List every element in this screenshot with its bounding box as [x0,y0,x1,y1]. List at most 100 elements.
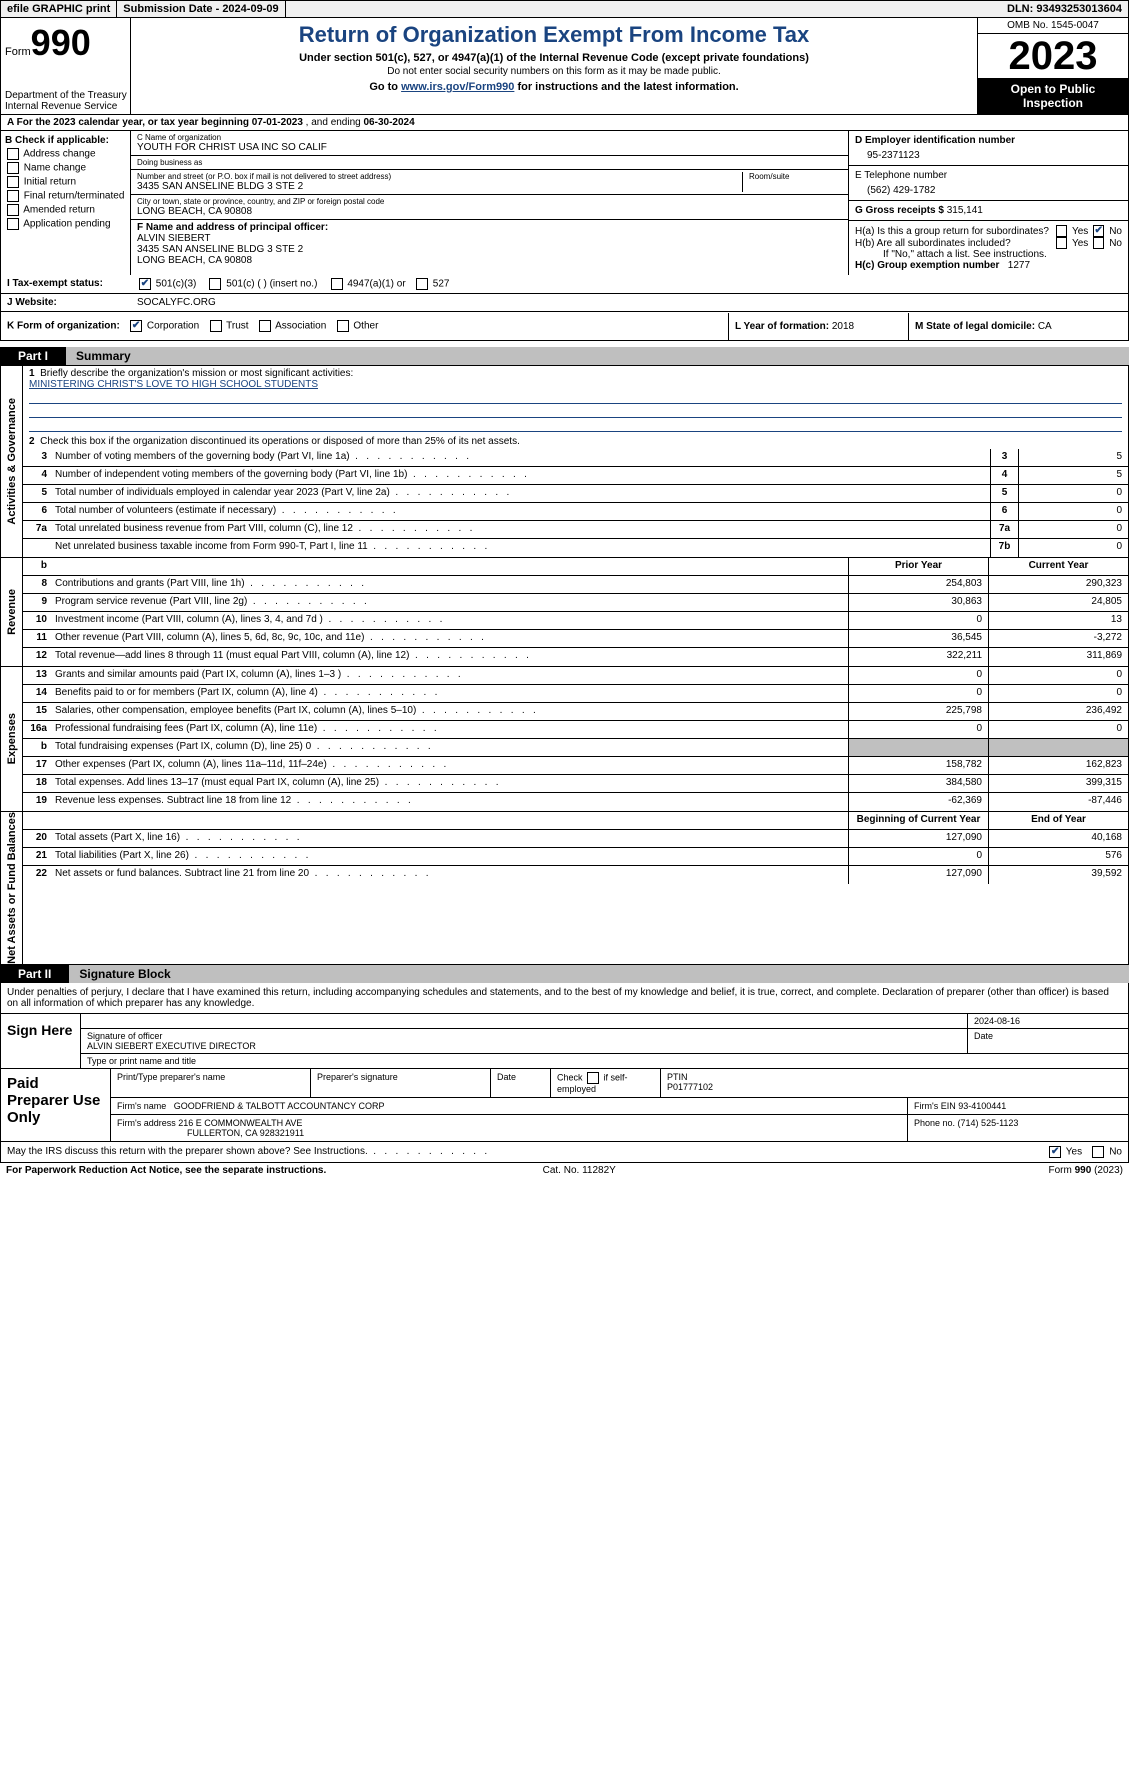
ha-no-lbl: No [1109,226,1122,237]
hb-yes[interactable] [1056,237,1067,249]
chk-name[interactable] [7,162,19,174]
discuss-yes[interactable] [1049,1146,1061,1158]
officer-lbl: F Name and address of principal officer: [137,222,842,233]
chk-assoc[interactable] [259,320,271,332]
form-note: Do not enter social security numbers on … [135,66,973,77]
lbl-initial: Initial return [24,177,76,188]
ag-row: 3Number of voting members of the governi… [23,449,1128,467]
rev-row: 8Contributions and grants (Part VIII, li… [23,576,1128,594]
chk-501c3[interactable] [139,278,151,290]
lbl-assoc: Association [275,321,326,332]
discuss-text: May the IRS discuss this return with the… [7,1146,487,1157]
exp-row: 15Salaries, other compensation, employee… [23,703,1128,721]
rev-hdr-b: b [23,558,51,575]
chk-pending[interactable] [7,218,19,230]
chk-527[interactable] [416,278,428,290]
faddr1: 216 E COMMONWEALTH AVE [178,1118,302,1128]
sign-here-row: Sign Here 2024-08-16 Signature of office… [0,1014,1129,1069]
tax-exempt-row: I Tax-exempt status: 501(c)(3) 501(c) ( … [0,275,1129,294]
k-org-row: K Form of organization: Corporation Trus… [0,312,1129,341]
sig-note: Under penalties of perjury, I declare th… [0,983,1129,1014]
firm-val: GOODFRIEND & TALBOTT ACCOUNTANCY CORP [174,1101,385,1111]
fein-val: 93-4100441 [958,1101,1006,1111]
activities-governance: Activities & Governance 1 Briefly descri… [0,365,1129,558]
efile-label[interactable]: efile GRAPHIC print [1,1,117,17]
discuss-row: May the IRS discuss this return with the… [0,1142,1129,1163]
chk-corp[interactable] [130,320,142,332]
hb-no[interactable] [1093,237,1104,249]
part1-header: Part I Summary [0,347,1129,365]
chk-final[interactable] [7,190,19,202]
open-inspection: Open to Public Inspection [978,78,1128,114]
exp-row: 13Grants and similar amounts paid (Part … [23,667,1128,685]
chk-other[interactable] [337,320,349,332]
exp-row: 19Revenue less expenses. Subtract line 1… [23,793,1128,811]
footer-right-post: (2023) [1091,1165,1123,1176]
rev-hdr-curr: Current Year [988,558,1128,575]
chk-selfemp[interactable] [587,1072,599,1084]
rev-row: 11Other revenue (Part VIII, column (A), … [23,630,1128,648]
lbl-corp: Corporation [147,321,199,332]
ag-vlabel: Activities & Governance [6,398,18,525]
l2: Check this box if the organization disco… [40,436,520,447]
chk-initial[interactable] [7,176,19,188]
form-word: Form [5,46,31,58]
chk-501c[interactable] [209,278,221,290]
goto-link[interactable]: www.irs.gov/Form990 [401,81,514,93]
col-d: D Employer identification number 95-2371… [848,131,1128,275]
p-h2: Preparer's signature [311,1069,491,1097]
discuss-no[interactable] [1092,1146,1104,1158]
chk-amended[interactable] [7,204,19,216]
street-lbl: Number and street (or P.O. box if mail i… [137,172,742,181]
part2-header: Part II Signature Block [0,965,1129,983]
p-h1: Print/Type preparer's name [111,1069,311,1097]
i-label: I Tax-exempt status: [7,278,107,289]
preparer-label: Paid Preparer Use Only [1,1069,111,1141]
ha-yes[interactable] [1056,225,1067,237]
exp-row: 18Total expenses. Add lines 13–17 (must … [23,775,1128,793]
ha-yes-lbl: Yes [1072,226,1088,237]
gross-val: 315,141 [947,205,983,216]
date-lbl: Date [968,1029,1128,1053]
gross-lbl: G Gross receipts $ [855,205,947,216]
rev-row: 9Program service revenue (Part VIII, lin… [23,594,1128,612]
sig-officer: ALVIN SIEBERT EXECUTIVE DIRECTOR [87,1041,961,1051]
goto-line: Go to www.irs.gov/Form990 for instructio… [135,81,973,93]
part2-num: Part II [0,965,69,983]
row-a-mid: , and ending [303,117,364,128]
col-b: B Check if applicable: Address change Na… [1,131,131,275]
chk-address[interactable] [7,148,19,160]
footer-right-b: 990 [1075,1165,1092,1176]
goto-pre: Go to [369,81,401,93]
hb-lbl: H(b) Are all subordinates included? [855,238,1051,249]
type-lbl: Type or print name and title [81,1054,1128,1068]
footer-right-pre: Form [1049,1165,1075,1176]
hb-yes-lbl: Yes [1072,238,1088,249]
sig-lbl: Signature of officer [87,1031,961,1041]
fphone-lbl: Phone no. [914,1118,958,1128]
dln: DLN: 93493253013604 [1001,1,1128,17]
phone-val: (562) 429-1782 [855,181,1122,196]
discuss-yes-lbl: Yes [1066,1146,1082,1157]
faddr-lbl: Firm's address [117,1118,178,1128]
street-val: 3435 SAN ANSELINE BLDG 3 STE 2 [137,181,742,192]
rev-vlabel: Revenue [6,589,18,635]
ag-row: Net unrelated business taxable income fr… [23,539,1128,557]
revenue-section: Revenue b Prior Year Current Year 8Contr… [0,558,1129,667]
city-lbl: City or town, state or province, country… [137,197,842,206]
header-left: Form 990 Department of the Treasury Inte… [1,18,131,114]
chk-4947[interactable] [331,278,343,290]
ha-no[interactable] [1093,225,1104,237]
exp-row: 16aProfessional fundraising fees (Part I… [23,721,1128,739]
net-section: Net Assets or Fund Balances Beginning of… [0,812,1129,965]
exp-row: 17Other expenses (Part IX, column (A), l… [23,757,1128,775]
sign-date: 2024-08-16 [968,1014,1128,1028]
discuss-no-lbl: No [1109,1146,1122,1157]
ptin-lbl: PTIN [667,1072,1122,1082]
officer-name: ALVIN SIEBERT [137,233,842,244]
name-lbl: C Name of organization [137,133,842,142]
net-hdr1: Beginning of Current Year [848,812,988,829]
chk-trust[interactable] [210,320,222,332]
header-center: Return of Organization Exempt From Incom… [131,18,978,114]
row-a-end: 06-30-2024 [364,117,415,128]
